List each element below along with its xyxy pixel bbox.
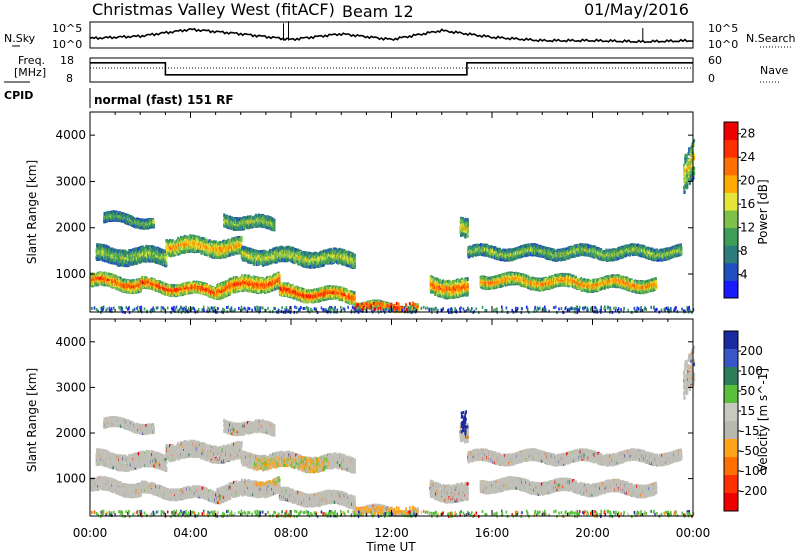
velocity-colorbar-tick-label: -200 [740, 484, 767, 498]
noise-bottom-tick-right: 10^0 [708, 38, 738, 51]
power-ylabel: Slant Range [km] [25, 160, 39, 264]
velocity-colorbar-tick-label: -15 [740, 424, 760, 438]
velocity-colorbar-tick-label: 50 [740, 384, 755, 398]
noise-top-tick: 10^5 [52, 22, 82, 35]
power-colorbar: 4 8 12 16 20 24 28 [723, 121, 755, 299]
power-data [90, 139, 696, 315]
power-colorbar-tick-label: 28 [740, 127, 755, 141]
freq-series-line [90, 62, 693, 76]
x-tick-label: 20:00 [575, 526, 610, 540]
power-colorbar-tick-label: 16 [740, 197, 755, 211]
y-tick-label: 2000 [55, 426, 86, 440]
velocity-colorbar-swatch [724, 439, 738, 458]
y-tick-label: 1000 [55, 472, 86, 486]
velocity-colorbar-tick-label: 100 [740, 364, 763, 378]
nave-label: Nave [760, 64, 788, 77]
power-colorbar-tick-label: 4 [740, 268, 748, 282]
nsky-series-line [89, 27, 694, 44]
velocity-colorbar-swatch [724, 349, 738, 368]
x-tick-label: 04:00 [173, 526, 208, 540]
y-tick-label: 4000 [55, 335, 86, 349]
beam-label: Beam 12 [342, 2, 414, 21]
time-axis-title: Time UT [365, 540, 416, 554]
noise-top-tick-right: 10^5 [708, 22, 738, 35]
power-colorbar-tick-label: 12 [740, 221, 755, 235]
velocity-colorbar-tick-label: -100 [740, 464, 767, 478]
x-tick-label: 16:00 [475, 526, 510, 540]
power-colorbar-tick-label: 24 [740, 150, 755, 164]
noise-bottom-tick: 10^0 [52, 38, 82, 51]
velocity-colorbar-tick-label: -50 [740, 444, 760, 458]
y-tick-label: 1000 [55, 267, 86, 281]
velocity-data [90, 345, 696, 519]
velocity-colorbar-swatch [724, 493, 738, 512]
station-title: Christmas Valley West (fitACF) [92, 0, 335, 19]
power-colorbar-swatch [724, 174, 738, 193]
y-tick-label: 3000 [55, 174, 86, 188]
x-tick-label: 08:00 [274, 526, 309, 540]
noise-panel: N.Sky 10^5 10^0 10^5 10^0 N.Search [4, 21, 796, 51]
frequency-panel-frame [89, 57, 694, 83]
time-axis-labels: 00:00 04:00 08:00 12:00 16:00 20:00 00:00 [73, 526, 711, 540]
frequency-panel: Freq. [MHz] 18 8 60 0 Nave [4, 54, 788, 85]
nave-tick-bottom: 0 [708, 72, 715, 85]
freq-tick-bottom: 8 [66, 72, 73, 85]
y-tick-label: 3000 [55, 380, 86, 394]
power-colorbar-swatch [724, 192, 738, 211]
freq-tick-top: 18 [60, 54, 74, 67]
velocity-ylabel: Slant Range [km] [25, 368, 39, 472]
x-tick-label: 12:00 [374, 526, 409, 540]
velocity-colorbar-swatch [724, 367, 738, 386]
nsky-spikes [283, 21, 644, 41]
velocity-colorbar-swatch [724, 331, 738, 350]
cpid-text: normal (fast) 151 RF [94, 93, 234, 107]
power-colorbar-swatch [724, 227, 738, 246]
velocity-colorbar-tick-label: 15 [740, 404, 755, 418]
velocity-colorbar-swatch [724, 403, 738, 422]
freq-label-line2: [MHz] [14, 66, 46, 79]
velocity-panel: 1000 2000 3000 4000 Slant Range [km] 200 100… [25, 318, 770, 519]
velocity-colorbar-frame [723, 330, 739, 512]
velocity-colorbar-swatch [724, 421, 738, 440]
power-colorbar-tick-label: 8 [740, 244, 748, 258]
velocity-colorbar-swatch [724, 475, 738, 494]
velocity-y-ticks: 1000 2000 3000 4000 [55, 335, 693, 486]
power-colorbar-swatch [724, 139, 738, 158]
power-colorbar-swatch [724, 210, 738, 229]
velocity-x-ticks [89, 319, 694, 516]
cpid-label: CPID [4, 89, 33, 102]
y-tick-label: 2000 [55, 221, 86, 235]
x-tick-label: 00:00 [676, 526, 711, 540]
velocity-colorbar-label: Velocity [m s^-1] [756, 368, 770, 472]
power-colorbar-tick-label: 20 [740, 174, 755, 188]
power-colorbar-frame [723, 121, 739, 299]
power-colorbar-label: Power [dB] [756, 179, 770, 244]
nsky-label: N.Sky [4, 32, 36, 45]
freq-label-line1: Freq. [18, 54, 45, 67]
y-tick-label: 4000 [55, 128, 86, 142]
velocity-colorbar: 200 100 50 15 -15 -50 -100 -200 [723, 330, 767, 512]
power-colorbar-swatch [724, 245, 738, 264]
velocity-colorbar-swatch [724, 385, 738, 404]
power-x-ticks [89, 112, 694, 312]
power-panel: 1000 2000 3000 4000 Slant Range [km] 4 8 12 16… [25, 111, 770, 315]
power-colorbar-swatch [724, 157, 738, 176]
power-y-ticks: 1000 2000 3000 4000 [55, 128, 693, 281]
velocity-colorbar-swatch [724, 457, 738, 476]
noise-panel-frame [89, 21, 694, 49]
nsearch-label: N.Search [746, 32, 796, 45]
power-colorbar-swatch [724, 122, 738, 141]
velocity-colorbar-tick-label: 200 [740, 344, 763, 358]
nave-tick-top: 60 [708, 54, 722, 67]
power-colorbar-swatch [724, 262, 738, 281]
power-colorbar-swatch [724, 280, 738, 299]
date-label: 01/May/2016 [584, 0, 689, 19]
x-tick-label: 00:00 [73, 526, 108, 540]
